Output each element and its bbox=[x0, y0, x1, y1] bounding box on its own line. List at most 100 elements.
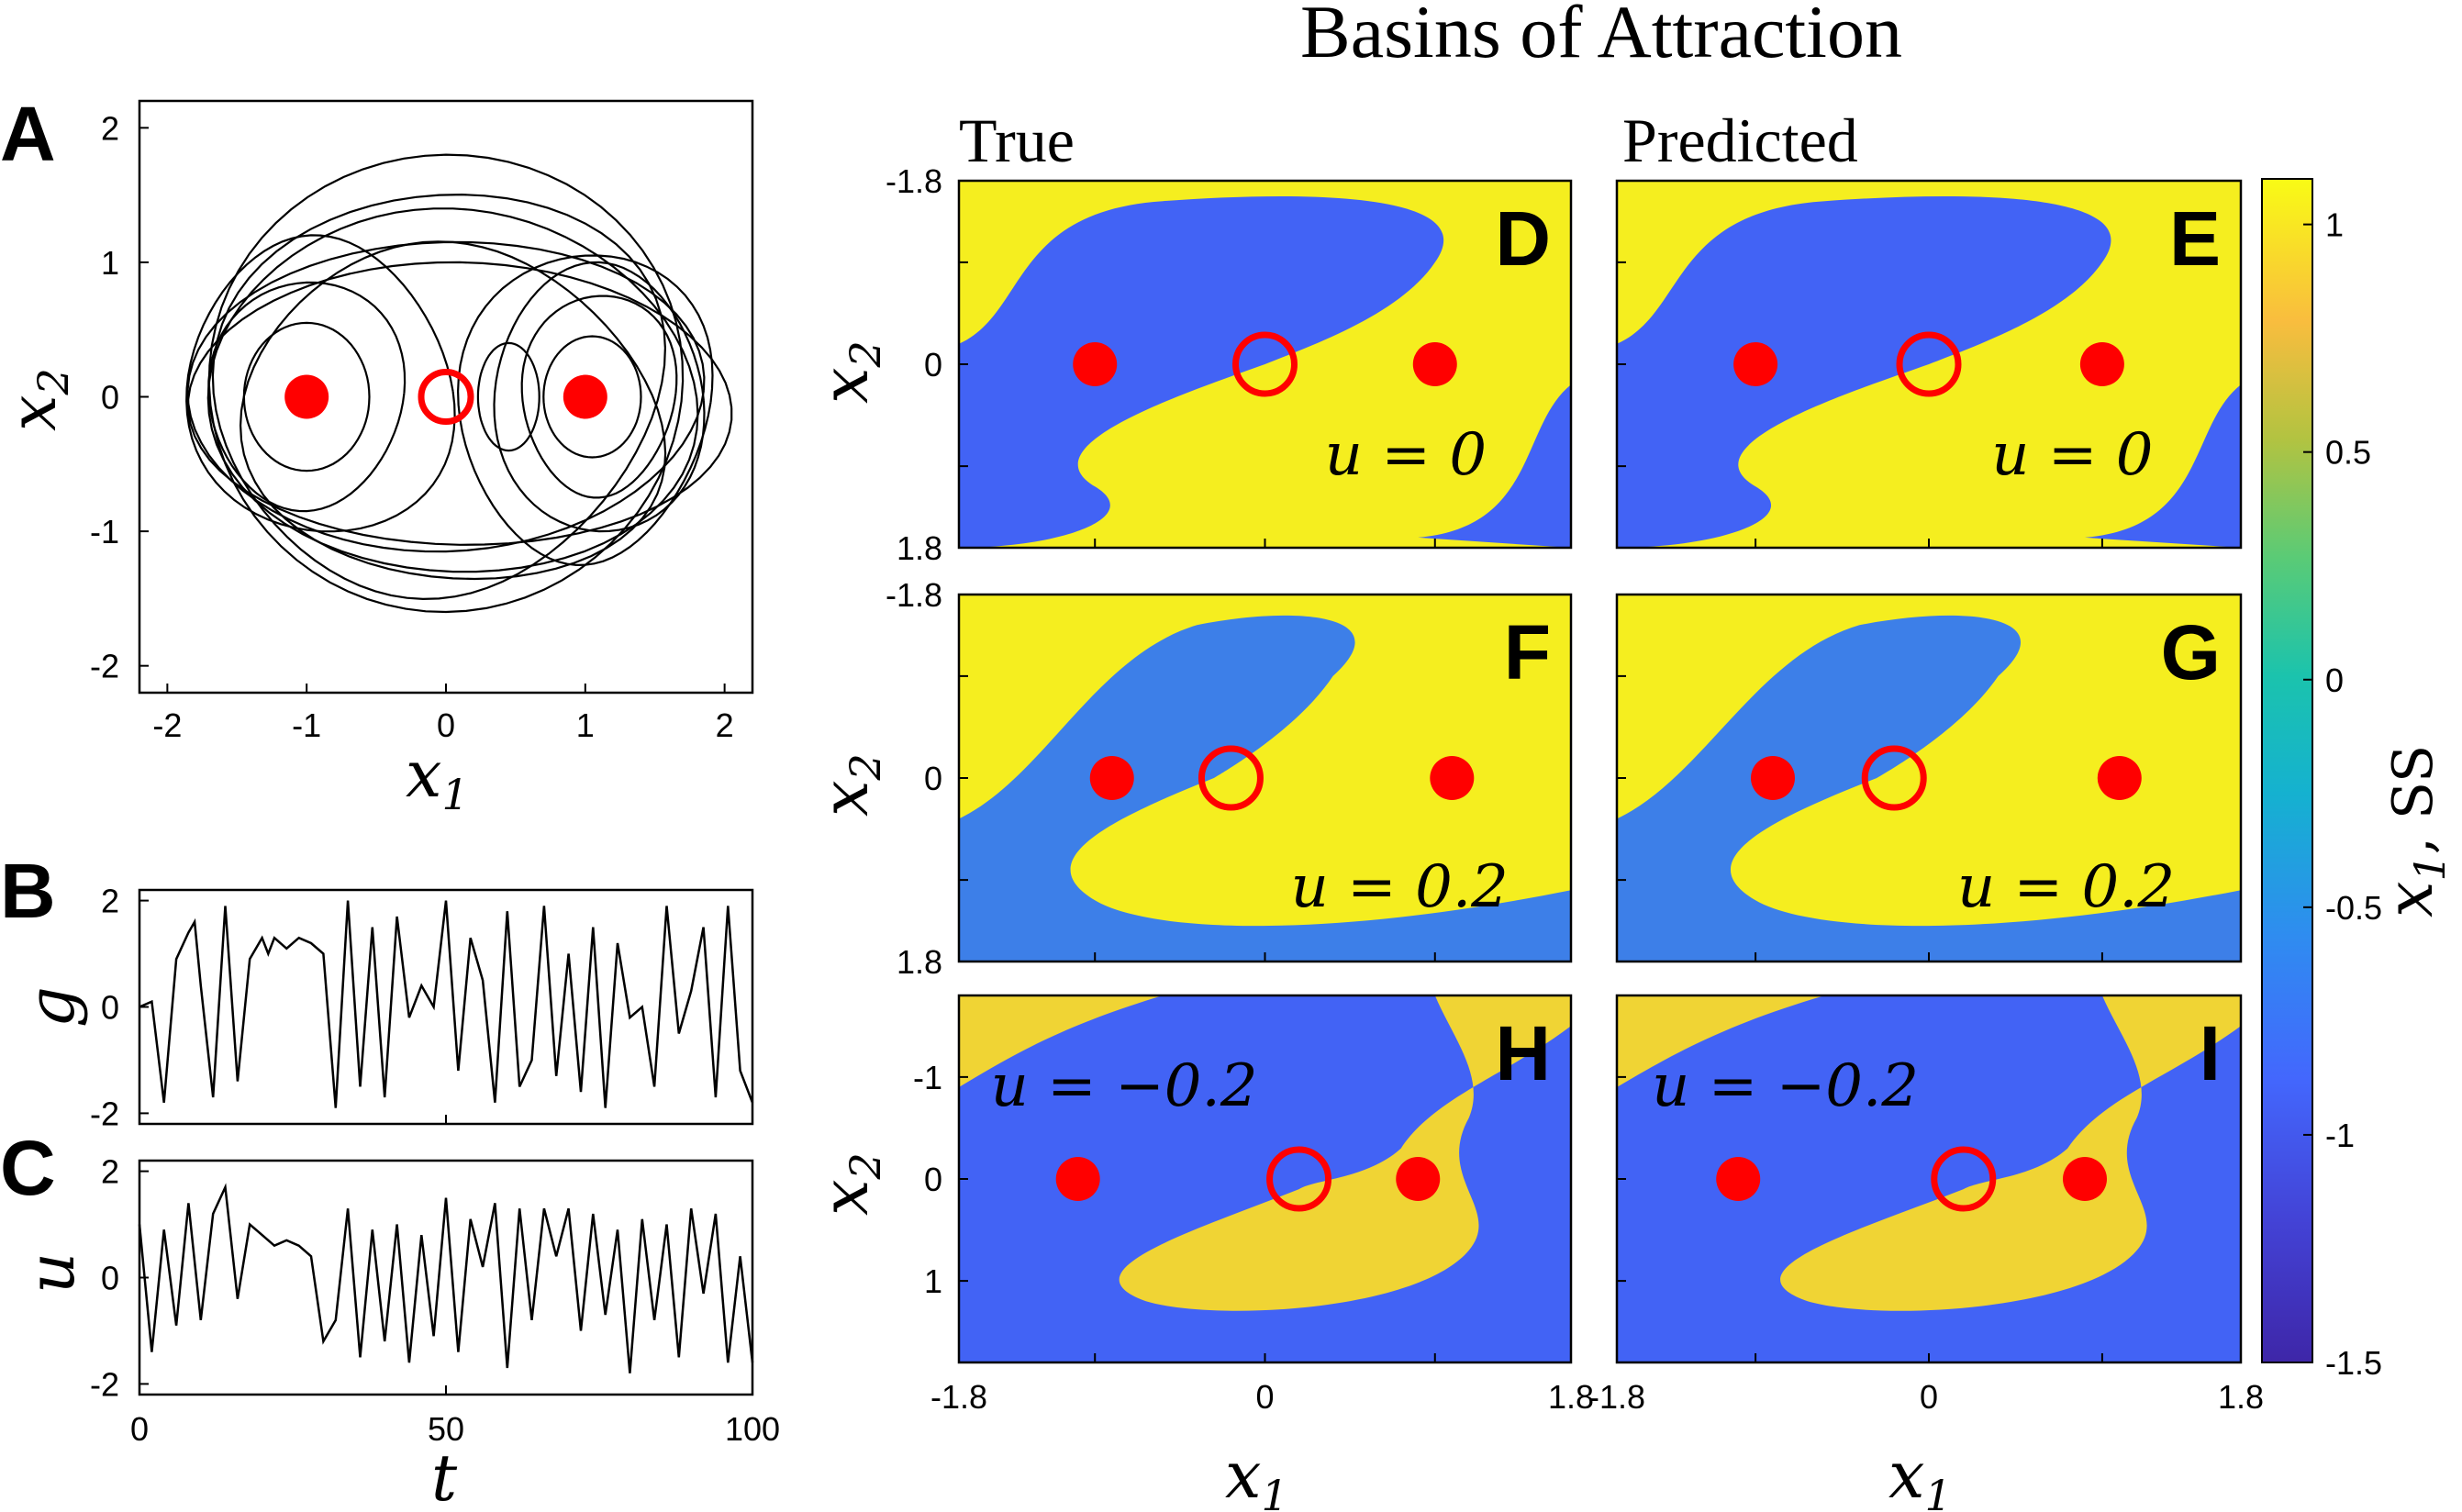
basin-region bbox=[959, 615, 1571, 962]
stable-fixed-point bbox=[1089, 756, 1134, 800]
saddle-point bbox=[1896, 331, 1962, 397]
heatmap-ticks bbox=[1616, 594, 2242, 962]
y-tick-label: -2 bbox=[90, 1365, 119, 1403]
x-tick-label: 2 bbox=[716, 706, 734, 744]
x-tick-label: -1 bbox=[292, 706, 321, 744]
y-tick-label: -1.8 bbox=[886, 576, 942, 614]
colorbar-tick-label: -1 bbox=[2325, 1117, 2355, 1154]
x-tick-label: 50 bbox=[428, 1410, 464, 1448]
panel-a-ticks: -2 -1 0 1 2 2 1 0 -1 -2 bbox=[90, 109, 734, 744]
panel-b-ylabel: g bbox=[14, 986, 89, 1028]
trajectory-loop bbox=[186, 261, 733, 546]
x-tick-label: 1.8 bbox=[1548, 1378, 1594, 1416]
heatmap-ticks: -1 0 1 -1.8 0 1.8 bbox=[913, 995, 1594, 1416]
panel-a-frame bbox=[138, 99, 754, 695]
colorbar-tick-label: 0.5 bbox=[2325, 434, 2371, 472]
colorbar-gradient bbox=[2261, 178, 2313, 1363]
y-tick-label: 2 bbox=[101, 1153, 119, 1191]
trajectory-loop bbox=[186, 240, 706, 553]
basin-region bbox=[959, 195, 1444, 548]
heatmap-xlabel-predicted: x1 bbox=[1888, 1438, 1952, 1512]
saddle-point bbox=[418, 369, 474, 425]
x-tick-label: 0 bbox=[437, 706, 455, 744]
panel-a: A -2 -1 0 1 2 2 1 0 -1 -2 x1 x2 bbox=[0, 91, 754, 819]
colorbar-ticks: 1 0.5 0 -0.5 -1 -1.5 bbox=[2303, 206, 2382, 1382]
panel-c: C 2 0 -2 0 50 100 u t bbox=[0, 1125, 780, 1512]
stable-fixed-point bbox=[2063, 1157, 2107, 1201]
panel-a-fixed-points bbox=[284, 369, 607, 425]
stable-fixed-point bbox=[2097, 756, 2142, 800]
colorbar-label: x1, SS bbox=[2372, 745, 2455, 917]
y-tick-label: 0 bbox=[101, 379, 119, 417]
panel-letter-a: A bbox=[0, 91, 56, 177]
panel-letter-c: C bbox=[0, 1125, 56, 1211]
panel-letter-e: E bbox=[2169, 195, 2221, 282]
panel-letter-b: B bbox=[0, 848, 56, 934]
forcing-label: u = 0.2 bbox=[1957, 853, 2175, 921]
stable-fixed-point bbox=[563, 374, 607, 419]
trajectory-loop bbox=[493, 261, 706, 533]
stable-fixed-point bbox=[1751, 756, 1795, 800]
y-tick-label: 0 bbox=[101, 1260, 119, 1297]
heatmap-ticks: -1.8 0 1.8 bbox=[1588, 995, 2264, 1416]
series-u-line bbox=[138, 1183, 754, 1373]
saddle-point bbox=[1861, 745, 1927, 811]
stable-fixed-point bbox=[1412, 342, 1457, 386]
saddle-point bbox=[1931, 1146, 1997, 1212]
y-tick-label: 0 bbox=[924, 346, 942, 384]
panel-letter-g: G bbox=[2161, 609, 2221, 695]
stable-fixed-point bbox=[1716, 1157, 1761, 1201]
stable-fixed-point bbox=[1055, 1157, 1100, 1201]
panel-letter-f: F bbox=[1504, 609, 1551, 695]
trajectory-loop bbox=[211, 193, 667, 601]
trajectory-loop bbox=[520, 295, 678, 499]
saddle-point bbox=[1198, 745, 1264, 811]
panel-b-ticks: 2 0 -2 bbox=[90, 883, 753, 1132]
panel-c-ticks: 2 0 -2 0 50 100 bbox=[90, 1153, 780, 1448]
trajectory-loop bbox=[207, 281, 407, 513]
forcing-label: u = 0 bbox=[1325, 421, 1487, 489]
stable-fixed-point bbox=[284, 374, 329, 419]
y-tick-label: -1 bbox=[913, 1059, 942, 1096]
x-tick-label: 0 bbox=[1920, 1378, 1938, 1416]
x-tick-label: 1 bbox=[576, 706, 595, 744]
x-tick-label: -1.8 bbox=[930, 1378, 987, 1416]
stable-fixed-point bbox=[1073, 342, 1118, 386]
panel-letter-d: D bbox=[1495, 195, 1551, 282]
saddle-point bbox=[1266, 1146, 1332, 1212]
saddle-point bbox=[1232, 331, 1298, 397]
panel-c-ylabel: u bbox=[14, 1252, 89, 1294]
y-tick-label: 2 bbox=[101, 109, 119, 147]
heatmap-ticks bbox=[1616, 180, 2242, 549]
x-tick-label: 0 bbox=[130, 1410, 149, 1448]
forcing-label: u = −0.2 bbox=[991, 1052, 1258, 1120]
y-tick-label: -2 bbox=[90, 1095, 119, 1132]
y-tick-label: -1.8 bbox=[886, 162, 942, 200]
basin-heatmaps: Du = 0 -1.8 0 1.8 Eu = 0 Fu = 0.2 -1.8 0 1.8 Gu =… bbox=[886, 162, 2264, 1416]
y-tick-label: 2 bbox=[101, 883, 119, 920]
forcing-label: u = −0.2 bbox=[1652, 1052, 1919, 1120]
y-tick-label: 0 bbox=[924, 1161, 942, 1198]
y-tick-label: 1.8 bbox=[897, 529, 942, 567]
basin-region bbox=[959, 995, 1571, 1311]
heatmap-panel-d: Du = 0 -1.8 0 1.8 bbox=[886, 162, 1573, 567]
stable-fixed-point bbox=[2079, 342, 2124, 386]
stable-fixed-point bbox=[1396, 1157, 1441, 1201]
basin-region bbox=[2085, 384, 2241, 548]
heatmap-panel-f: Fu = 0.2 -1.8 0 1.8 bbox=[886, 576, 1573, 981]
y-tick-label: -2 bbox=[90, 648, 119, 685]
y-tick-label: 1 bbox=[101, 244, 119, 282]
forcing-label: u = 0 bbox=[1991, 421, 2153, 489]
basin-region bbox=[1418, 384, 1571, 548]
basin-region bbox=[959, 995, 1164, 1087]
heatmap-ticks: -1.8 0 1.8 bbox=[886, 576, 1572, 981]
column-title-predicted: Predicted bbox=[1622, 106, 1858, 175]
x-tick-label: 1.8 bbox=[2218, 1378, 2264, 1416]
trajectory-loop bbox=[542, 335, 642, 459]
basin-region bbox=[1617, 195, 2111, 548]
panel-b: B 2 0 -2 g bbox=[0, 848, 754, 1132]
forcing-label: u = 0.2 bbox=[1291, 853, 1509, 921]
panel-letter-i: I bbox=[2200, 1010, 2221, 1096]
y-tick-label: 1 bbox=[924, 1262, 942, 1300]
